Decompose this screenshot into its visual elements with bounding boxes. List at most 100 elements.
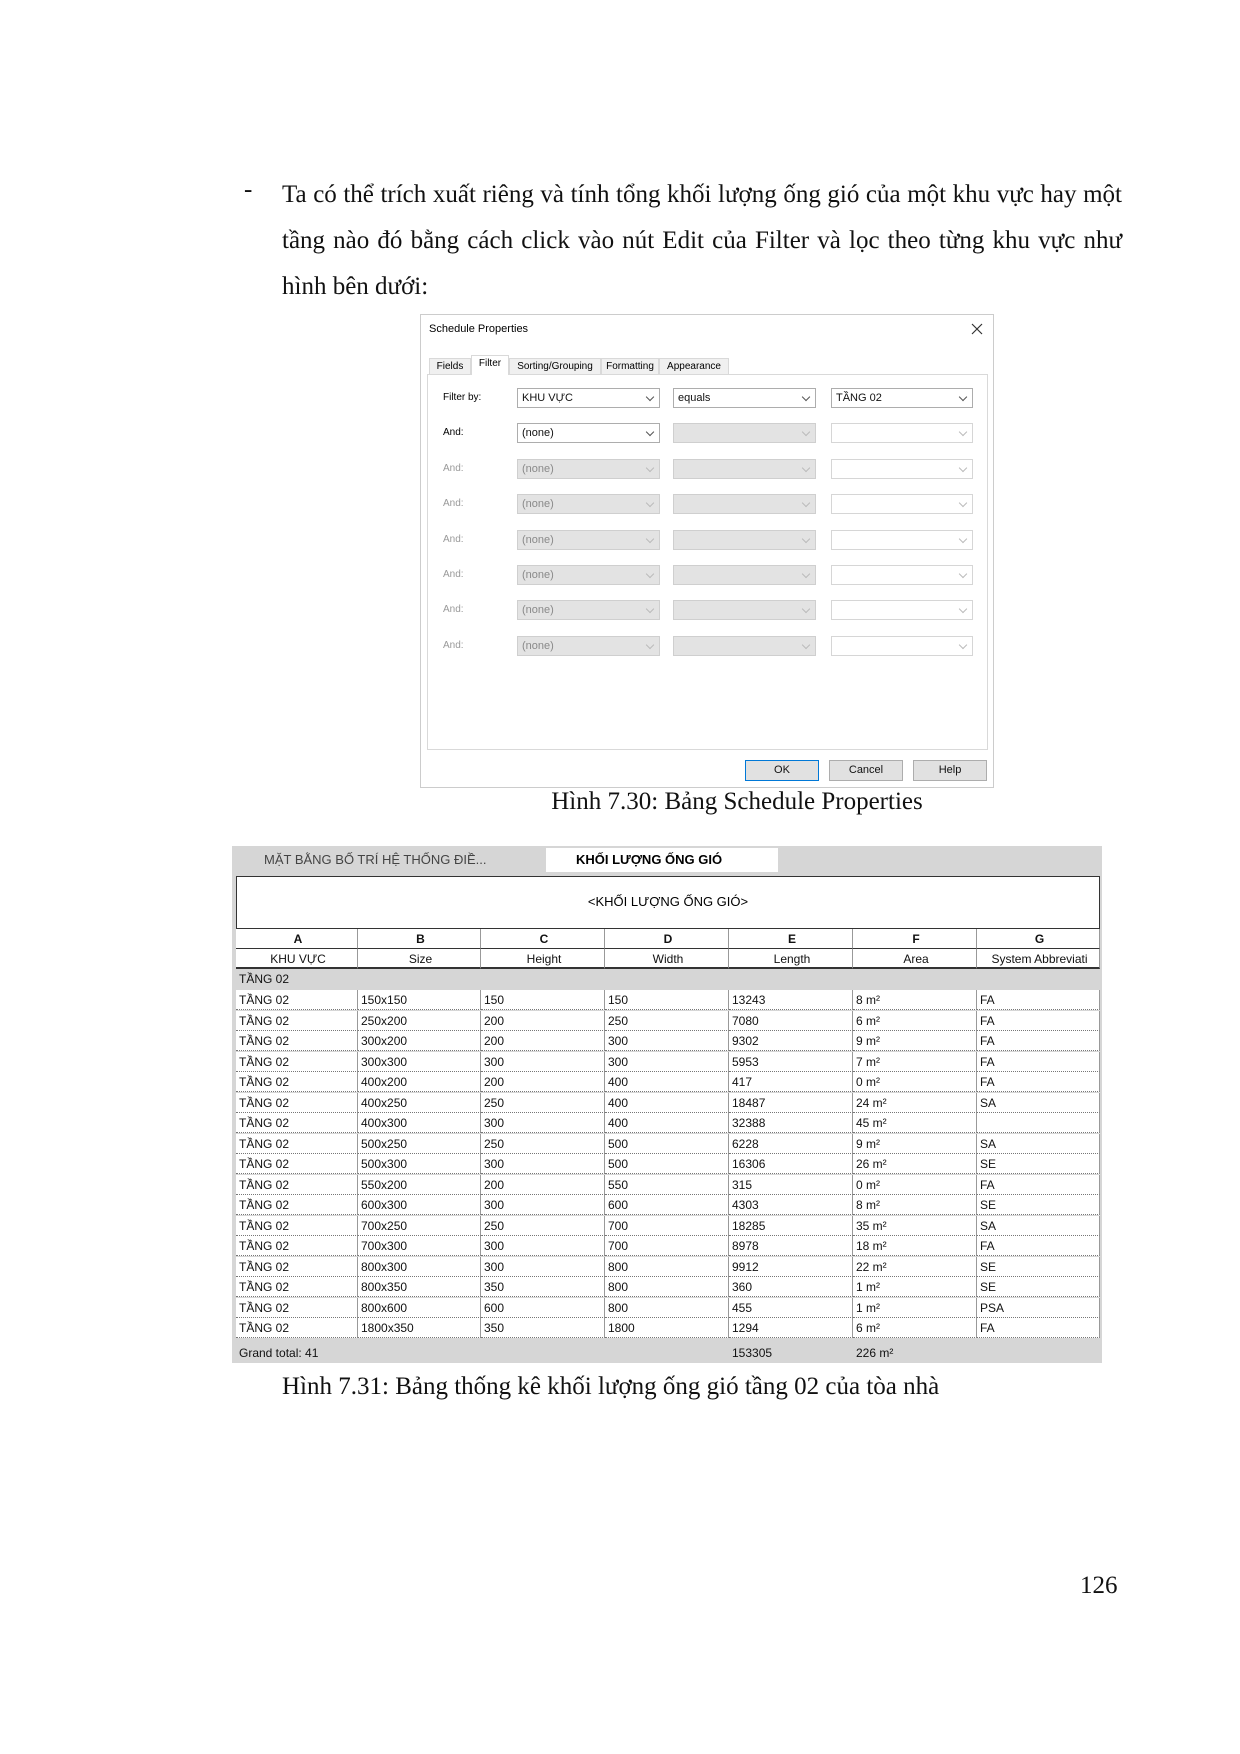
- table-cell: [977, 1113, 1100, 1133]
- condition-combo: [673, 635, 816, 656]
- table-cell: 250: [481, 1092, 605, 1113]
- grand-total: Grand total: 41: [239, 1345, 319, 1360]
- table-cell: 417: [729, 1072, 853, 1092]
- tab[interactable]: Formatting: [601, 358, 659, 375]
- tab[interactable]: Filter: [471, 355, 509, 375]
- field-combo[interactable]: KHU VỰC: [517, 388, 660, 408]
- table-cell: 400x300: [358, 1113, 481, 1133]
- condition-combo: [673, 565, 816, 585]
- table-cell: TẦNG 02: [236, 1256, 358, 1277]
- close-button[interactable]: [971, 323, 983, 335]
- table-cell: 8 m²: [853, 990, 977, 1010]
- table-cell: 7 m²: [853, 1051, 977, 1072]
- table-cell: 22 m²: [853, 1256, 977, 1277]
- filter-label: And:: [443, 569, 464, 580]
- button[interactable]: Help: [913, 760, 987, 781]
- button[interactable]: Cancel: [829, 760, 903, 781]
- table-cell: 35 m²: [853, 1215, 977, 1236]
- table-cell: 600: [605, 1195, 729, 1215]
- table-cell: TẦNG 02: [236, 1072, 358, 1092]
- table-cell: 4303: [729, 1195, 853, 1215]
- table-cell: 600: [481, 1297, 605, 1318]
- paragraph: Ta có thể trích xuất riêng và tính tổng …: [282, 181, 1122, 300]
- table-cell: 360: [729, 1277, 853, 1297]
- table-cell: 1 m²: [853, 1297, 977, 1318]
- table-cell: 250: [605, 1010, 729, 1031]
- table-cell: 600x300: [358, 1195, 481, 1215]
- table-cell: Height: [481, 949, 605, 969]
- table-cell: 700x300: [358, 1236, 481, 1256]
- table-cell: 300: [481, 1154, 605, 1174]
- table-cell: 18 m²: [853, 1236, 977, 1256]
- table-cell: 6 m²: [853, 1318, 977, 1338]
- value-combo: [831, 600, 973, 621]
- table-cell: 550: [605, 1174, 729, 1195]
- table-cell: 800x300: [358, 1256, 481, 1277]
- value-combo[interactable]: TẦNG 02: [831, 388, 973, 408]
- view-tab[interactable]: MẶT BẰNG BỐ TRÍ HỆ THỐNG ĐIỀ...: [264, 852, 487, 867]
- table-cell: 400x200: [358, 1072, 481, 1092]
- table-cell: 800: [605, 1277, 729, 1297]
- table-cell: FA: [977, 1031, 1100, 1051]
- table-cell: 400: [605, 1092, 729, 1113]
- field-combo: (none): [517, 494, 660, 515]
- table-cell: 400x250: [358, 1092, 481, 1113]
- table-cell: 9302: [729, 1031, 853, 1051]
- table-cell: TẦNG 02: [236, 1174, 358, 1195]
- table-cell: SE: [977, 1277, 1100, 1297]
- condition-combo[interactable]: equals: [673, 388, 816, 408]
- table-cell: 250x200: [358, 1010, 481, 1031]
- table-cell: 300: [481, 1051, 605, 1072]
- table-cell: 250: [481, 1133, 605, 1154]
- title-box: [236, 876, 1100, 929]
- condition-combo: [673, 600, 816, 621]
- table-cell: 1800: [605, 1318, 729, 1338]
- table-cell: 700x250: [358, 1215, 481, 1236]
- dialog-title: Schedule Properties: [429, 323, 529, 335]
- table-cell: 45 m²: [853, 1113, 977, 1133]
- table-cell: 0 m²: [853, 1174, 977, 1195]
- table-cell: SA: [977, 1133, 1100, 1154]
- field-combo: (none): [517, 529, 660, 550]
- tab[interactable]: Appearance: [659, 358, 729, 375]
- table-cell: 500x300: [358, 1154, 481, 1174]
- tab[interactable]: Fields: [429, 358, 471, 375]
- grand-total-area: 226 m²: [856, 1345, 894, 1360]
- table-cell: 300: [481, 1236, 605, 1256]
- table-cell: TẦNG 02: [236, 1236, 358, 1256]
- table-cell: 700: [605, 1215, 729, 1236]
- table-cell: TẦNG 02: [236, 1277, 358, 1297]
- table-cell: Area: [853, 949, 977, 969]
- table-cell: D: [605, 929, 729, 949]
- table-cell: 9 m²: [853, 1133, 977, 1154]
- table-cell: 32388: [729, 1113, 853, 1133]
- table-cell: 1294: [729, 1318, 853, 1338]
- table-cell: PSA: [977, 1297, 1100, 1318]
- field-combo[interactable]: (none): [517, 423, 660, 444]
- table-cell: 8 m²: [853, 1195, 977, 1215]
- condition-combo: [673, 529, 816, 550]
- table-cell: Width: [605, 949, 729, 969]
- table-cell: FA: [977, 1318, 1100, 1338]
- table-cell: 300x300: [358, 1051, 481, 1072]
- table-cell: 9912: [729, 1256, 853, 1277]
- table-cell: 16306: [729, 1154, 853, 1174]
- table-cell: 800x350: [358, 1277, 481, 1297]
- table-cell: 6228: [729, 1133, 853, 1154]
- table-cell: 1 m²: [853, 1277, 977, 1297]
- table-cell: SE: [977, 1256, 1100, 1277]
- button[interactable]: OK: [745, 760, 819, 781]
- schedule-title: <KHỐI LƯỢNG ỐNG GIÓ>: [587, 894, 749, 909]
- table-cell: 300: [481, 1113, 605, 1133]
- table-cell: 500: [605, 1154, 729, 1174]
- table-cell: 315: [729, 1174, 853, 1195]
- field-combo: (none): [517, 565, 660, 585]
- table-cell: F: [853, 929, 977, 949]
- view-tab[interactable]: KHỐI LƯỢNG ỐNG GIÓ: [546, 848, 778, 872]
- table-cell: 200: [481, 1010, 605, 1031]
- table-cell: 0 m²: [853, 1072, 977, 1092]
- table-cell: 455: [729, 1297, 853, 1318]
- table-cell: TẦNG 02: [236, 1113, 358, 1133]
- tab[interactable]: Sorting/Grouping: [509, 358, 601, 375]
- table-cell: SA: [977, 1092, 1100, 1113]
